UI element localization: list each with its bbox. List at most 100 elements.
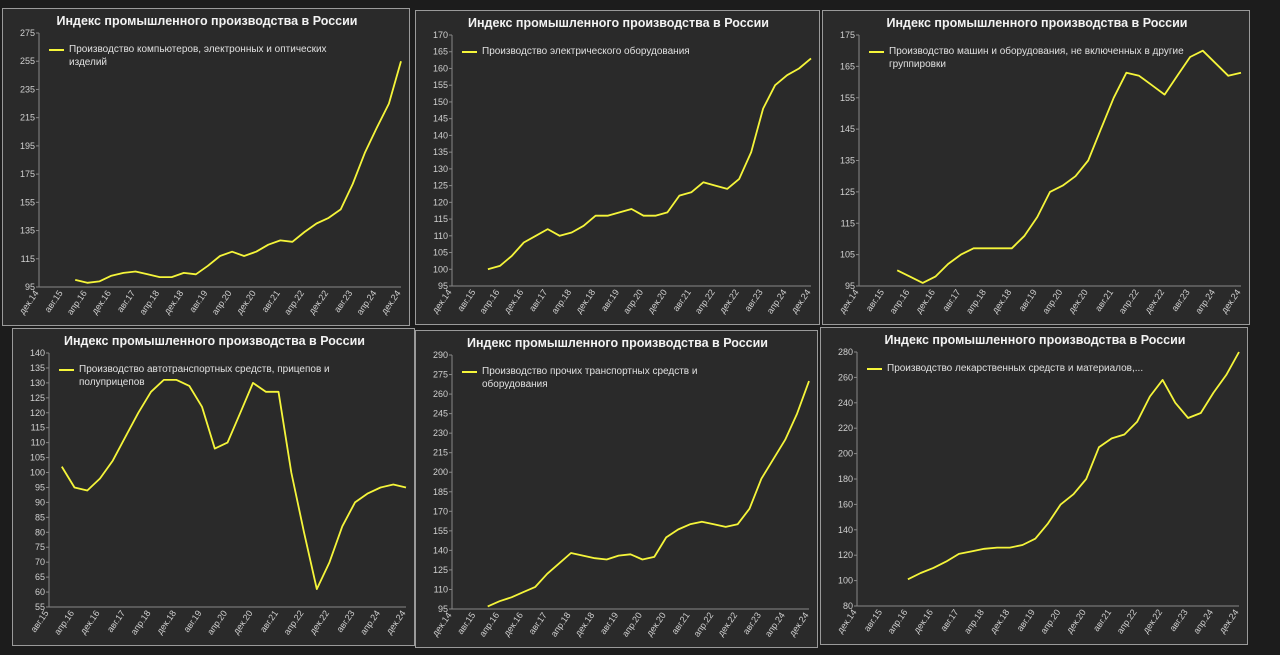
- x-tick-label: апр.22: [282, 608, 306, 636]
- y-tick-label: 90: [35, 497, 45, 507]
- x-tick-label: дек.22: [308, 608, 332, 636]
- x-tick-label: дек.20: [1066, 287, 1090, 315]
- y-tick-label: 75: [35, 542, 45, 552]
- x-tick-label: авг.23: [743, 287, 765, 313]
- x-tick-label: авг.15: [862, 607, 884, 633]
- x-tick-label: авг.21: [671, 287, 693, 313]
- y-tick-label: 125: [30, 393, 45, 403]
- x-tick-label: дек.16: [78, 608, 102, 636]
- chart: Индекс промышленного производства в Росс…: [28, 334, 407, 637]
- y-tick-label: 115: [434, 214, 448, 224]
- x-tick-label: дек.22: [307, 288, 331, 316]
- y-tick-label: 135: [840, 156, 855, 166]
- x-tick-label: дек.22: [1143, 287, 1167, 315]
- x-tick-label: дек.20: [231, 608, 255, 636]
- y-tick-label: 105: [840, 250, 855, 260]
- legend-entry: Производство автотранспортных средств, п…: [59, 363, 356, 389]
- y-tick-label: 280: [838, 347, 853, 357]
- x-tick-label: апр.22: [1115, 607, 1139, 635]
- chart-panel: Индекс промышленного производства в Росс…: [415, 330, 818, 648]
- legend-entry: Производство прочих транспортных средств…: [462, 365, 759, 391]
- y-tick-label: 85: [35, 512, 45, 522]
- y-tick-label: 290: [433, 350, 448, 360]
- x-tick-label: дек.14: [17, 288, 41, 316]
- x-tick-label: авг.15: [43, 288, 65, 314]
- x-tick-label: апр.16: [886, 607, 910, 635]
- y-tick-label: 170: [433, 506, 448, 516]
- y-tick-label: 230: [433, 428, 448, 438]
- x-tick-label: апр.20: [210, 288, 234, 316]
- x-tick-label: авг.19: [1017, 287, 1039, 313]
- y-tick-label: 200: [433, 467, 448, 477]
- legend-entry: Производство лекарственных средств и мат…: [867, 362, 1189, 375]
- x-tick-label: дек.18: [155, 608, 179, 636]
- chart-panel: Индекс промышленного производства в Росс…: [820, 327, 1248, 645]
- y-tick-label: 125: [433, 181, 448, 191]
- x-tick-label: апр.24: [765, 287, 789, 315]
- chart: Индекс промышленного производства в Росс…: [430, 336, 811, 639]
- y-tick-label: 115: [841, 218, 855, 228]
- y-tick-label: 140: [433, 130, 448, 140]
- y-tick-label: 140: [838, 525, 853, 535]
- x-tick-label: апр.24: [1191, 607, 1215, 635]
- x-tick-label: авг.23: [1167, 607, 1189, 633]
- y-tick-label: 110: [434, 584, 448, 594]
- y-tick-label: 260: [838, 372, 853, 382]
- chart-panel: Индекс промышленного производства в Росс…: [822, 10, 1250, 325]
- x-tick-label: авг.21: [1091, 607, 1113, 633]
- y-tick-label: 145: [433, 114, 448, 124]
- x-tick-label: авг.23: [1169, 287, 1191, 313]
- x-tick-label: авг.15: [28, 608, 50, 634]
- x-tick-label: дек.18: [574, 287, 598, 315]
- y-tick-label: 120: [30, 408, 45, 418]
- y-tick-label: 175: [20, 169, 35, 179]
- x-tick-label: дек.20: [1064, 607, 1088, 635]
- x-tick-label: дек.18: [988, 607, 1012, 635]
- x-tick-label: апр.22: [693, 287, 717, 315]
- y-tick-label: 160: [433, 63, 448, 73]
- y-tick-label: 120: [433, 197, 448, 207]
- x-tick-label: авг.17: [115, 288, 137, 314]
- x-tick-label: дек.16: [912, 607, 936, 635]
- y-tick-label: 215: [433, 448, 448, 458]
- x-tick-label: авг.19: [599, 287, 621, 313]
- x-tick-label: дек.14: [837, 287, 861, 315]
- y-tick-label: 110: [31, 438, 45, 448]
- series-line: [487, 380, 810, 608]
- x-tick-label: авг.17: [527, 610, 549, 636]
- chart-title: Индекс промышленного производства в Росс…: [468, 16, 769, 30]
- x-tick-label: апр.20: [1038, 607, 1062, 635]
- y-tick-label: 115: [31, 423, 45, 433]
- y-tick-label: 170: [433, 30, 448, 40]
- y-tick-label: 70: [35, 557, 45, 567]
- y-tick-label: 155: [20, 197, 35, 207]
- x-tick-label: авг.15: [455, 610, 477, 636]
- y-tick-label: 80: [35, 527, 45, 537]
- x-tick-label: дек.22: [716, 610, 740, 638]
- legend-entry: Производство компьютеров, электронных и …: [49, 43, 351, 69]
- series-line: [74, 60, 402, 284]
- x-tick-label: апр.22: [692, 610, 716, 638]
- x-tick-label: апр.22: [1117, 287, 1141, 315]
- chart-title: Индекс промышленного производства в Росс…: [467, 336, 768, 350]
- x-tick-label: апр.18: [964, 287, 988, 315]
- y-tick-label: 135: [433, 147, 448, 157]
- x-tick-label: апр.18: [549, 287, 573, 315]
- y-tick-label: 55: [35, 602, 45, 612]
- x-tick-label: апр.22: [282, 288, 306, 316]
- x-tick-label: дек.18: [573, 610, 597, 638]
- x-tick-label: авг.19: [598, 610, 620, 636]
- x-tick-label: апр.20: [1040, 287, 1064, 315]
- y-tick-label: 125: [433, 565, 448, 575]
- series-line: [896, 49, 1242, 284]
- chart-title: Индекс промышленного производства в Росс…: [885, 333, 1186, 347]
- y-tick-label: 100: [838, 576, 853, 586]
- x-tick-label: авг.21: [260, 288, 282, 314]
- y-tick-label: 95: [438, 281, 448, 291]
- x-tick-label: апр.24: [1193, 287, 1217, 315]
- x-tick-label: дек.18: [990, 287, 1014, 315]
- x-tick-label: авг.23: [332, 288, 354, 314]
- y-tick-label: 130: [433, 164, 448, 174]
- x-tick-label: апр.20: [620, 610, 644, 638]
- y-tick-label: 220: [838, 423, 853, 433]
